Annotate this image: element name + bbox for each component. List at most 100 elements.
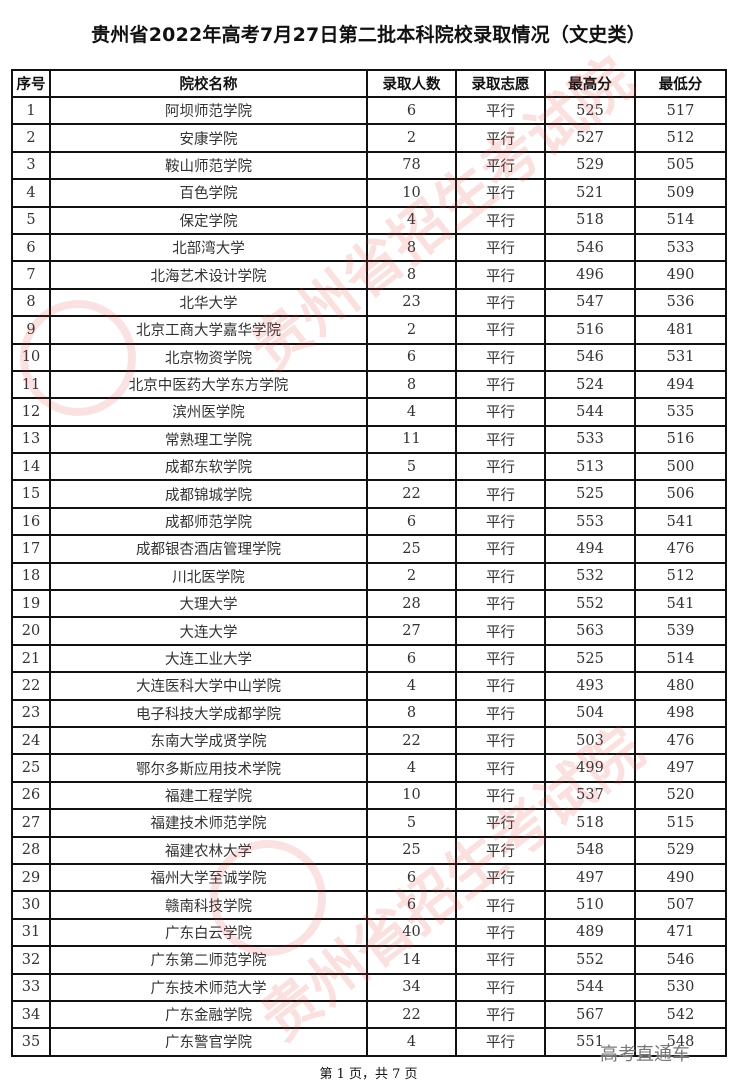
- table-cell: 2: [366, 561, 457, 592]
- table-cell: 512: [634, 123, 727, 153]
- table-cell: 平行: [455, 397, 546, 427]
- table-cell: 476: [634, 534, 727, 564]
- table-cell: 平行: [455, 315, 546, 345]
- table-cell: 25: [11, 753, 51, 783]
- table-cell: 平行: [455, 178, 546, 208]
- table-cell: 平行: [455, 452, 546, 482]
- table-cell: 9: [11, 315, 51, 345]
- table-cell: 平行: [455, 150, 546, 181]
- table-cell: 成都银杏酒店管理学院: [49, 534, 368, 564]
- table-cell: 川北医学院: [49, 561, 368, 592]
- table-cell: 安康学院: [49, 123, 368, 153]
- table-cell: 21: [11, 643, 51, 674]
- table-cell: 6: [366, 342, 457, 372]
- table-cell: 8: [366, 260, 457, 290]
- table-cell: 平行: [455, 698, 546, 728]
- table-row: 31 广东白云学院 40 平行 489 471: [11, 917, 727, 948]
- table-row: 27 福建技术师范学院 5 平行 518 515: [11, 808, 727, 838]
- table-cell: 平行: [455, 589, 546, 619]
- table-cell: 22: [366, 999, 457, 1030]
- table-cell: 平行: [455, 725, 546, 756]
- table-cell: 平行: [455, 972, 546, 1002]
- table-cell: 平行: [455, 561, 546, 592]
- table-cell: 536: [634, 287, 727, 318]
- table-cell: 12: [11, 397, 51, 427]
- table-cell: 大连工业大学: [49, 643, 368, 674]
- table-cell: 489: [544, 917, 636, 948]
- table-cell: 476: [634, 725, 727, 756]
- table-row: 26 福建工程学院 10 平行 537 520: [11, 780, 727, 811]
- table-cell: 490: [634, 260, 727, 290]
- table-cell: 78: [366, 150, 457, 181]
- table-cell: 510: [544, 890, 636, 920]
- table-cell: 6: [366, 862, 457, 893]
- table-cell: 2: [366, 315, 457, 345]
- table-row: 21 大连工业大学 6 平行 525 514: [11, 643, 727, 674]
- table-cell: 525: [544, 479, 636, 509]
- column-header: 录取人数: [366, 69, 457, 98]
- table-cell: 东南大学成贤学院: [49, 725, 368, 756]
- table-cell: 北海艺术设计学院: [49, 260, 368, 290]
- table-cell: 4: [366, 205, 457, 235]
- table-cell: 498: [634, 698, 727, 728]
- table-cell: 27: [366, 616, 457, 646]
- table-cell: 530: [634, 972, 727, 1002]
- table-cell: 北京工商大学嘉华学院: [49, 315, 368, 345]
- table-cell: 471: [634, 917, 727, 948]
- table-cell: 552: [544, 945, 636, 975]
- table-cell: 529: [634, 835, 727, 865]
- table-cell: 鄂尔多斯应用技术学院: [49, 753, 368, 783]
- table-cell: 保定学院: [49, 205, 368, 235]
- table-row: 11 北京中医药大学东方学院 8 平行 524 494: [11, 369, 727, 400]
- column-header: 录取志愿: [455, 69, 546, 98]
- table-cell: 滨州医学院: [49, 397, 368, 427]
- table-cell: 499: [544, 753, 636, 783]
- table-cell: 535: [634, 397, 727, 427]
- table-cell: 19: [11, 589, 51, 619]
- table-row: 10 北京物资学院 6 平行 546 531: [11, 342, 727, 372]
- admission-table: 序号 院校名称 录取人数 录取志愿 最高分 最低分 1 阿坝师范学院 6 平行 525 517 2 安康…: [11, 69, 727, 1057]
- table-cell: 2: [366, 123, 457, 153]
- table-cell: 552: [544, 589, 636, 619]
- table-cell: 531: [634, 342, 727, 372]
- table-cell: 电子科技大学成都学院: [49, 698, 368, 728]
- table-cell: 北华大学: [49, 287, 368, 318]
- table-cell: 521: [544, 178, 636, 208]
- table-cell: 541: [634, 506, 727, 537]
- table-cell: 14: [11, 452, 51, 482]
- table-cell: 24: [11, 725, 51, 756]
- table-cell: 537: [544, 780, 636, 811]
- table-cell: 3: [11, 150, 51, 181]
- table-row: 34 广东金融学院 22 平行 567 542: [11, 999, 727, 1030]
- table-cell: 平行: [455, 260, 546, 290]
- table-cell: 546: [544, 342, 636, 372]
- table-cell: 480: [634, 671, 727, 701]
- table-cell: 504: [544, 698, 636, 728]
- table-cell: 29: [11, 862, 51, 893]
- table-cell: 512: [634, 561, 727, 592]
- table-cell: 15: [11, 479, 51, 509]
- table-cell: 26: [11, 780, 51, 811]
- table-cell: 17: [11, 534, 51, 564]
- table-cell: 6: [366, 506, 457, 537]
- table-row: 16 成都师范学院 6 平行 553 541: [11, 506, 727, 537]
- table-row: 35 广东警官学院 4 平行 551 548: [11, 1027, 727, 1057]
- table-cell: 北京物资学院: [49, 342, 368, 372]
- table-cell: 平行: [455, 917, 546, 948]
- table-cell: 广东白云学院: [49, 917, 368, 948]
- table-cell: 平行: [455, 780, 546, 811]
- column-header: 院校名称: [49, 69, 368, 98]
- table-cell: 6: [11, 232, 51, 263]
- table-cell: 532: [544, 561, 636, 592]
- table-cell: 10: [366, 780, 457, 811]
- table-cell: 541: [634, 589, 727, 619]
- table-cell: 33: [11, 972, 51, 1002]
- table-cell: 533: [634, 232, 727, 263]
- table-row: 1 阿坝师范学院 6 平行 525 517: [11, 95, 727, 126]
- table-cell: 8: [11, 287, 51, 318]
- table-cell: 广东第二师范学院: [49, 945, 368, 975]
- table-cell: 2: [11, 123, 51, 153]
- table-row: 25 鄂尔多斯应用技术学院 4 平行 499 497: [11, 753, 727, 783]
- table-cell: 23: [366, 287, 457, 318]
- table-row: 7 北海艺术设计学院 8 平行 496 490: [11, 260, 727, 290]
